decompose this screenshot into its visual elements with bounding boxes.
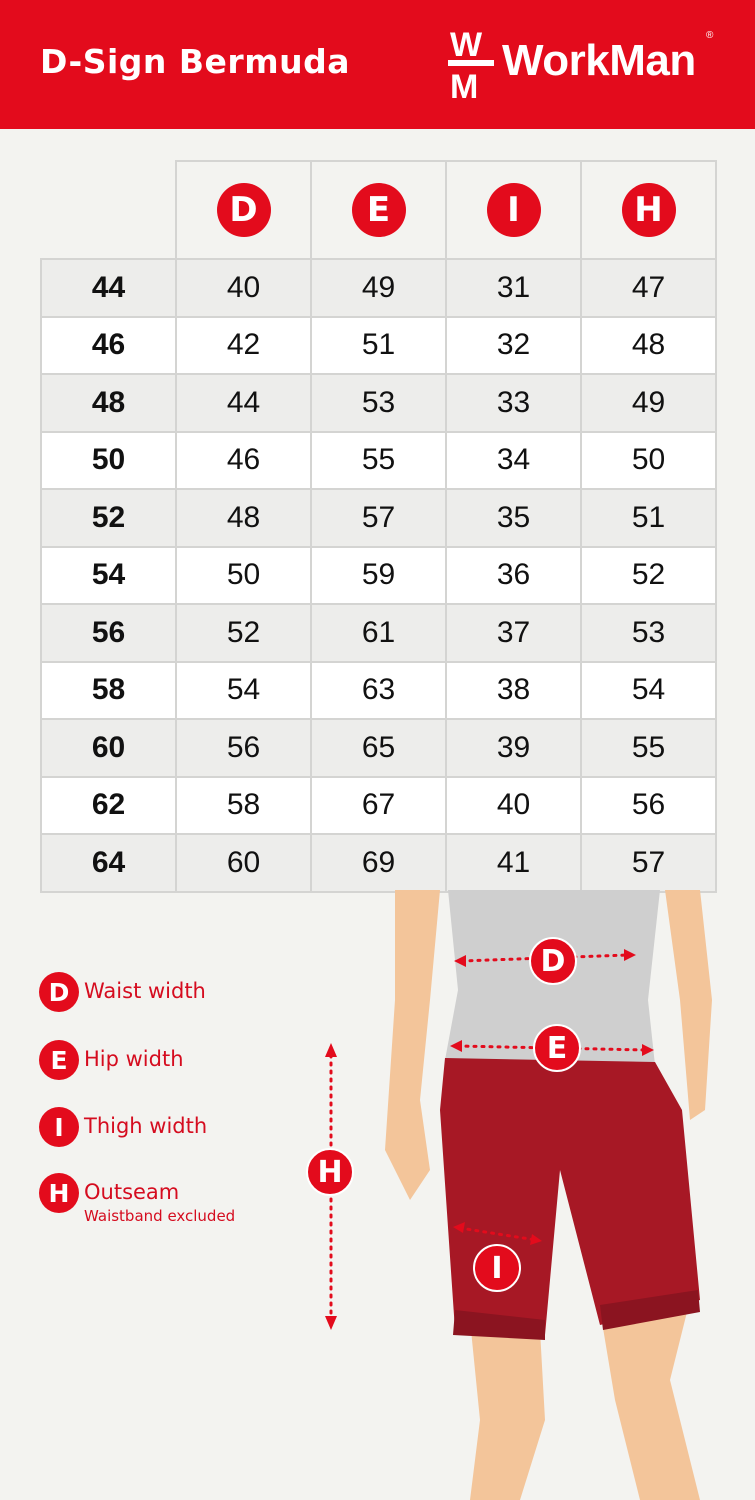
right-arm (665, 890, 712, 1120)
table-cell: 60 (175, 833, 312, 893)
size-label: 60 (40, 718, 177, 778)
table-cell: 52 (580, 545, 717, 605)
table-cell: 50 (175, 545, 312, 605)
header-banner: D-Sign Bermuda W M WorkMan ® (0, 0, 755, 129)
column-header-e: E (310, 160, 447, 260)
left-leg (470, 1320, 545, 1500)
shorts (440, 1058, 700, 1335)
registered-mark: ® (706, 30, 714, 41)
marker-e-hip: E (533, 1024, 581, 1072)
size-label: 58 (40, 660, 177, 720)
logo-mark-top: W (450, 26, 483, 64)
size-label: 56 (40, 603, 177, 663)
size-label: 64 (40, 833, 177, 893)
size-label: 54 (40, 545, 177, 605)
legend-label: Outseam (84, 1180, 180, 1204)
brand-name: WorkMan (502, 36, 696, 85)
marker-d-waist: D (529, 937, 577, 985)
table-cell: 57 (310, 488, 447, 548)
table-cell: 63 (310, 660, 447, 720)
marker-h-outseam: H (306, 1148, 354, 1196)
legend-label: Waist width (84, 979, 206, 1003)
table-cell: 53 (310, 373, 447, 433)
table-cell: 57 (580, 833, 717, 893)
legend-badge: D (39, 972, 79, 1012)
legend-badge: E (39, 1040, 79, 1080)
table-cell: 54 (580, 660, 717, 720)
legend-note: Waistband excluded (84, 1207, 236, 1225)
column-badge: H (621, 183, 676, 237)
table-cell: 31 (445, 258, 582, 318)
table-cell: 35 (445, 488, 582, 548)
column-badge: I (486, 183, 541, 237)
size-label: 62 (40, 775, 177, 835)
table-cell: 55 (310, 430, 447, 490)
logo-mark-bottom: M (450, 68, 478, 102)
marker-i-thigh: I (473, 1244, 521, 1292)
table-cell: 48 (580, 315, 717, 375)
workman-logo: W M WorkMan ® (448, 22, 718, 106)
column-badge: D (216, 183, 271, 237)
table-cell: 38 (445, 660, 582, 720)
column-header-d: D (175, 160, 312, 260)
table-cell: 36 (445, 545, 582, 605)
left-arm (385, 890, 440, 1200)
legend-badge: H (39, 1173, 79, 1213)
column-badge: E (351, 183, 406, 237)
product-title: D-Sign Bermuda (40, 42, 350, 81)
legend-badge: I (39, 1107, 79, 1147)
table-cell: 52 (175, 603, 312, 663)
legend-label: Hip width (84, 1047, 184, 1071)
table-cell: 37 (445, 603, 582, 663)
right-leg (600, 1300, 700, 1500)
table-cell: 42 (175, 315, 312, 375)
column-header-h: H (580, 160, 717, 260)
wm-logo-mark-icon: W M (448, 26, 494, 106)
size-label: 44 (40, 258, 177, 318)
table-cell: 48 (175, 488, 312, 548)
legend-label: Thigh width (84, 1114, 208, 1138)
table-cell: 56 (175, 718, 312, 778)
table-cell: 61 (310, 603, 447, 663)
table-cell: 32 (445, 315, 582, 375)
